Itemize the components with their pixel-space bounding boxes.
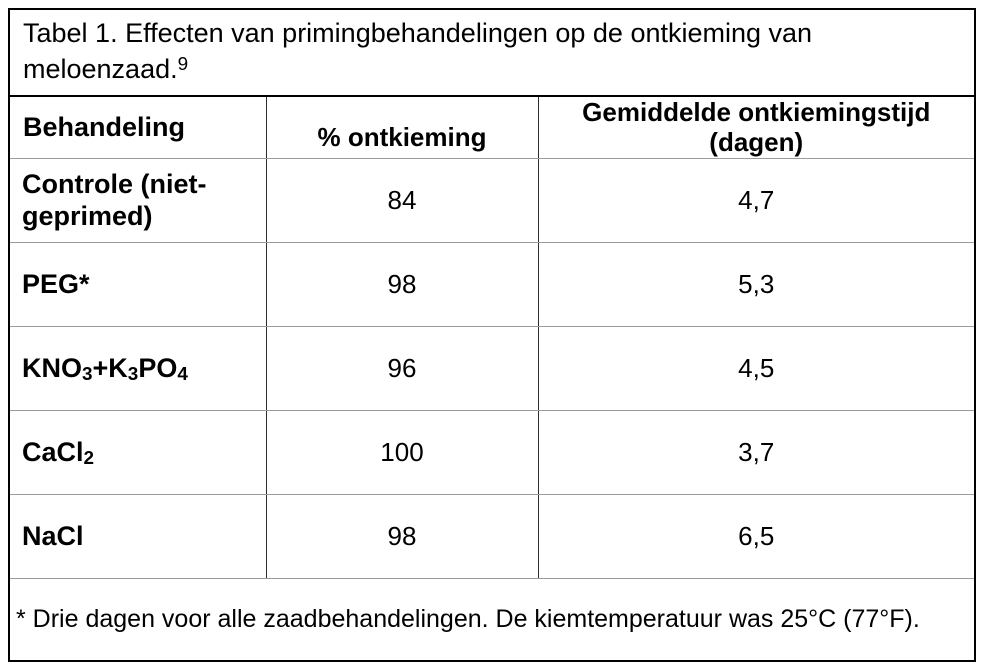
table-row-kno3-k3po4: KNO3+K3PO4 96 4,5 [9,326,975,411]
mean-germination-time-cell: 6,5 [537,494,975,579]
table-row-cacl2: CaCl2 100 3,7 [9,410,975,495]
column-header-pct-ontkieming: % ontkieming [265,96,538,159]
table-caption-text: Tabel 1. Effecten van primingbehandeling… [23,18,813,84]
treatment-cell: PEG* [9,242,266,327]
mean-germination-time-cell: 5,3 [537,242,975,327]
germination-pct-cell: 98 [265,242,538,327]
germination-pct-cell: 100 [265,410,538,495]
treatment-cell: Controle (niet-geprimed) [9,158,266,243]
germination-pct-cell: 84 [265,158,538,243]
footnote-row: * Drie dagen voor alle zaadbehandelingen… [9,578,975,661]
mean-germination-time-cell: 3,7 [537,410,975,495]
caption-row: Tabel 1. Effecten van primingbehandeling… [9,9,975,98]
column-header-behandeling: Behandeling [9,96,266,159]
header-row: Behandeling % ontkieming Gemiddelde ontk… [9,96,975,159]
mean-germination-time-cell: 4,7 [537,158,975,243]
treatment-cell: CaCl2 [9,410,266,495]
priming-effects-table: Tabel 1. Effecten van primingbehandeling… [8,8,976,662]
column-header-gemiddelde-ontkiemingstijd: Gemiddelde ontkiemingstijd (dagen) [537,96,975,159]
caption-superscript-reference: 9 [177,53,189,75]
treatment-cell: NaCl [9,494,266,579]
germination-pct-cell: 96 [265,326,538,411]
treatment-cell: KNO3+K3PO4 [9,326,266,411]
table-row-nacl: NaCl 98 6,5 [9,494,975,579]
mean-germination-time-cell: 4,5 [537,326,975,411]
table-row-controle: Controle (niet-geprimed) 84 4,7 [9,158,975,243]
table-caption: Tabel 1. Effecten van primingbehandeling… [9,9,975,98]
table-row-peg: PEG* 98 5,3 [9,242,975,327]
germination-pct-cell: 98 [265,494,538,579]
table-footnote: * Drie dagen voor alle zaadbehandelingen… [16,604,920,633]
